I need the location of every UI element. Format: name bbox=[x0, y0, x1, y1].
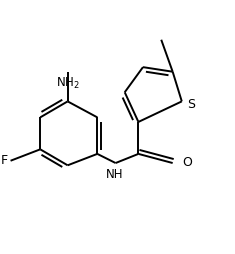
Text: O: O bbox=[182, 156, 192, 169]
Text: NH$_2$: NH$_2$ bbox=[56, 76, 79, 91]
Text: NH: NH bbox=[106, 167, 123, 180]
Text: F: F bbox=[1, 153, 8, 166]
Text: S: S bbox=[187, 98, 195, 111]
